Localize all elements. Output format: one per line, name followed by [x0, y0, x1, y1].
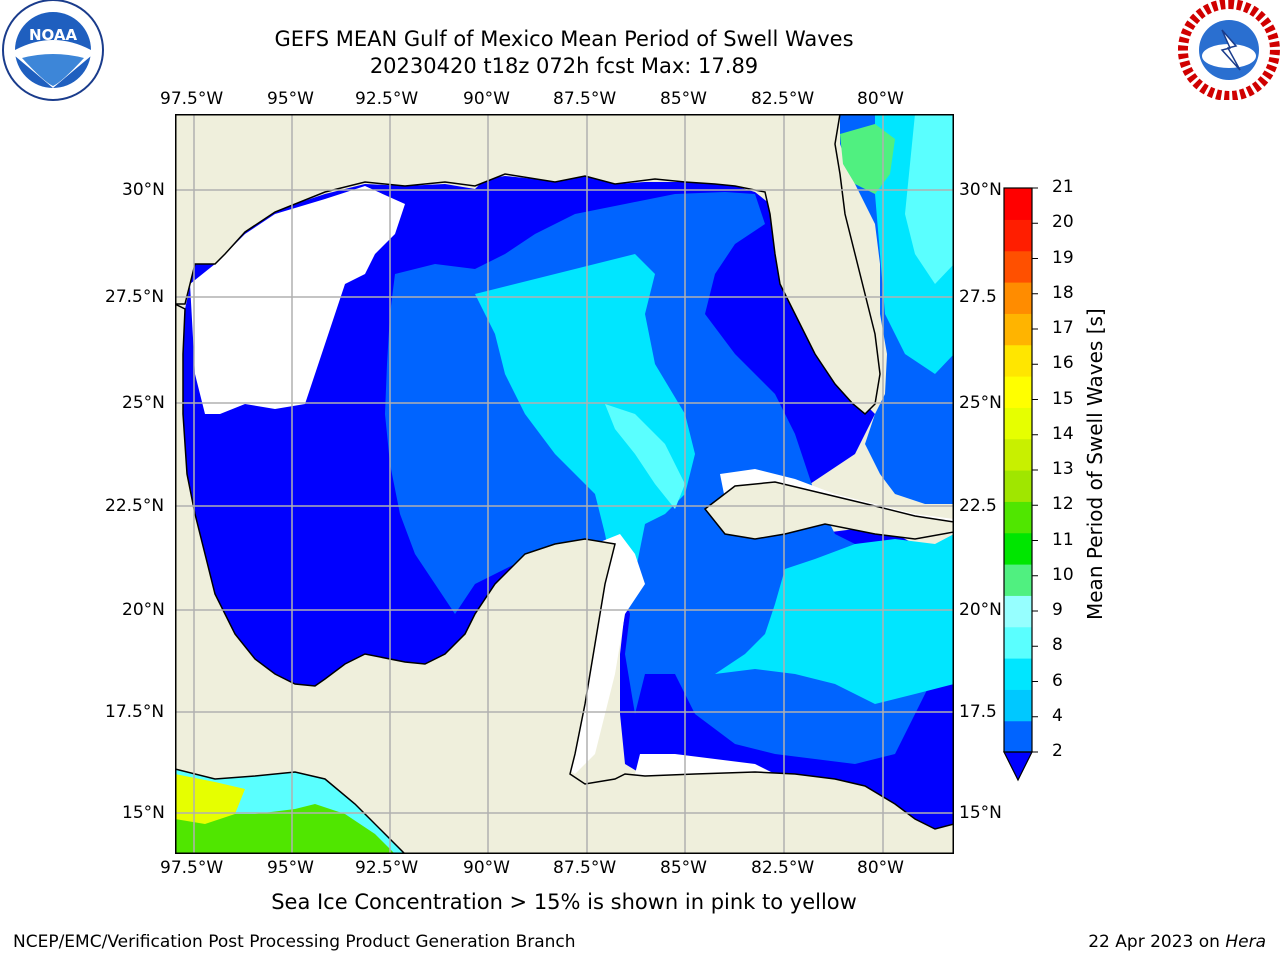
colorbar-segment: [1004, 626, 1032, 659]
lon-label-top: 85°W: [660, 89, 707, 109]
lon-label-bottom: 92.5°W: [355, 858, 419, 878]
swell-band-4-6-carib: [715, 534, 954, 704]
footer-credit: NCEP/EMC/Verification Post Processing Pr…: [13, 932, 576, 952]
colorbar-segment: [1004, 188, 1032, 220]
map-panel: [175, 114, 954, 854]
lon-label-bottom: 85°W: [660, 858, 707, 878]
colorbar-segment: [1004, 376, 1032, 408]
lon-label-top: 80°W: [857, 89, 904, 109]
footer-date: 22 Apr 2023 on Hera: [1088, 932, 1266, 952]
colorbar-tick-label: 17: [1052, 318, 1074, 338]
map-frame: [175, 114, 954, 854]
colorbar-tick-label: 13: [1052, 459, 1074, 479]
colorbar-label: Mean Period of Swell Waves [s]: [1083, 308, 1107, 620]
swell-band-atl-9: [840, 124, 895, 194]
lat-label-left: 20°N: [122, 600, 165, 620]
footer-date-text: 22 Apr 2023 on: [1088, 932, 1226, 952]
colorbar-tick-label: 18: [1052, 282, 1074, 303]
nws-logo: [1178, 0, 1280, 100]
lon-label-top: 90°W: [463, 89, 510, 109]
colorbar-segment: [1004, 564, 1032, 596]
chart-subtitle: 20230420 t18z 072h fcst Max: 17.89: [369, 54, 759, 78]
colorbar-tick-label: 2: [1052, 741, 1063, 761]
florida-land: [175, 114, 881, 416]
noaa-logo-text: NOAA: [29, 26, 78, 44]
sea-ice-caption: Sea Ice Concentration > 15% is shown in …: [271, 890, 857, 914]
colorbar-tick-label: 15: [1052, 388, 1074, 409]
lat-label-left: 22.5°N: [105, 496, 165, 516]
colorbar-segment: [1004, 250, 1032, 283]
colorbar-segment: [1004, 658, 1032, 690]
lat-label-left: 25°N: [122, 393, 165, 413]
colorbar-segment: [1004, 407, 1032, 440]
lon-label-bottom: 82.5°W: [751, 858, 815, 878]
colorbar-segment: [1004, 219, 1032, 252]
lat-label-right: 17.5: [959, 702, 997, 722]
lat-label-right: 25°N: [959, 393, 1002, 413]
lon-label-top: 87.5°W: [553, 89, 617, 109]
lon-label-bottom: 90°W: [463, 858, 510, 878]
colorbar-segment: [1004, 689, 1032, 722]
lon-label-top: 97.5°W: [160, 89, 224, 109]
cuba-land: [703, 481, 954, 540]
colorbar-tick-label: 6: [1052, 670, 1063, 691]
lat-label-right: 22.5: [959, 496, 997, 516]
no-data-north-texas: [190, 186, 405, 414]
pacific-swell-yellow: [175, 774, 245, 824]
colorbar-segment: [1004, 344, 1032, 377]
lon-label-top: 95°W: [267, 89, 314, 109]
lat-label-right: 30°N: [959, 180, 1002, 200]
colorbar-segment: [1004, 501, 1032, 534]
colorbar-segment: [1004, 595, 1032, 628]
colorbar-tick-label: 19: [1052, 247, 1074, 268]
colorbar-tick-label: 9: [1052, 600, 1063, 620]
colorbar-tick-label: 12: [1052, 494, 1074, 515]
colorbar-tick-label: 14: [1052, 423, 1074, 444]
mexico-land: [175, 303, 954, 854]
swell-band-atl-8: [905, 114, 954, 284]
colorbar-segment: [1004, 282, 1032, 314]
lat-label-left: 27.5°N: [105, 287, 165, 307]
lat-label-right: 20°N: [959, 600, 1002, 620]
colorbar-tick-label: 11: [1052, 529, 1074, 550]
colorbar: [1003, 187, 1038, 782]
footer-machine: Hera: [1225, 932, 1266, 952]
colorbar-segment: [1004, 470, 1032, 502]
noaa-logo: NOAA: [2, 0, 104, 101]
colorbar-tick-label: 4: [1052, 705, 1063, 726]
lat-label-right: 27.5: [959, 287, 997, 307]
colorbar-segment: [1004, 313, 1032, 346]
colorbar-tick-label: 10: [1052, 564, 1074, 585]
lat-label-left: 17.5°N: [105, 702, 165, 722]
swell-band-4-6: [475, 254, 695, 594]
lat-label-right: 15°N: [959, 803, 1002, 823]
colorbar-tick-label: 8: [1052, 635, 1063, 656]
graticule: [175, 114, 954, 854]
lat-label-left: 15°N: [122, 803, 165, 823]
chart-title: GEFS MEAN Gulf of Mexico Mean Period of …: [274, 27, 854, 51]
colorbar-tick-label: 21: [1052, 177, 1074, 197]
colorbar-tick-label: 16: [1052, 353, 1074, 374]
colorbar-segment: [1004, 720, 1032, 753]
lon-label-bottom: 87.5°W: [553, 858, 617, 878]
pacific-swell-green: [175, 804, 395, 854]
colorbar-segment: [1004, 438, 1032, 471]
lon-label-bottom: 97.5°W: [160, 858, 224, 878]
colorbar-extend-arrow: [1003, 751, 1033, 782]
colorbar-tick-label: 20: [1052, 212, 1074, 233]
swell-band-6-8: [605, 404, 685, 509]
lat-label-left: 30°N: [122, 180, 165, 200]
lon-label-top: 92.5°W: [355, 89, 419, 109]
lon-label-bottom: 80°W: [857, 858, 904, 878]
colorbar-segment: [1004, 532, 1032, 565]
lon-label-bottom: 95°W: [267, 858, 314, 878]
lon-label-top: 82.5°W: [751, 89, 815, 109]
